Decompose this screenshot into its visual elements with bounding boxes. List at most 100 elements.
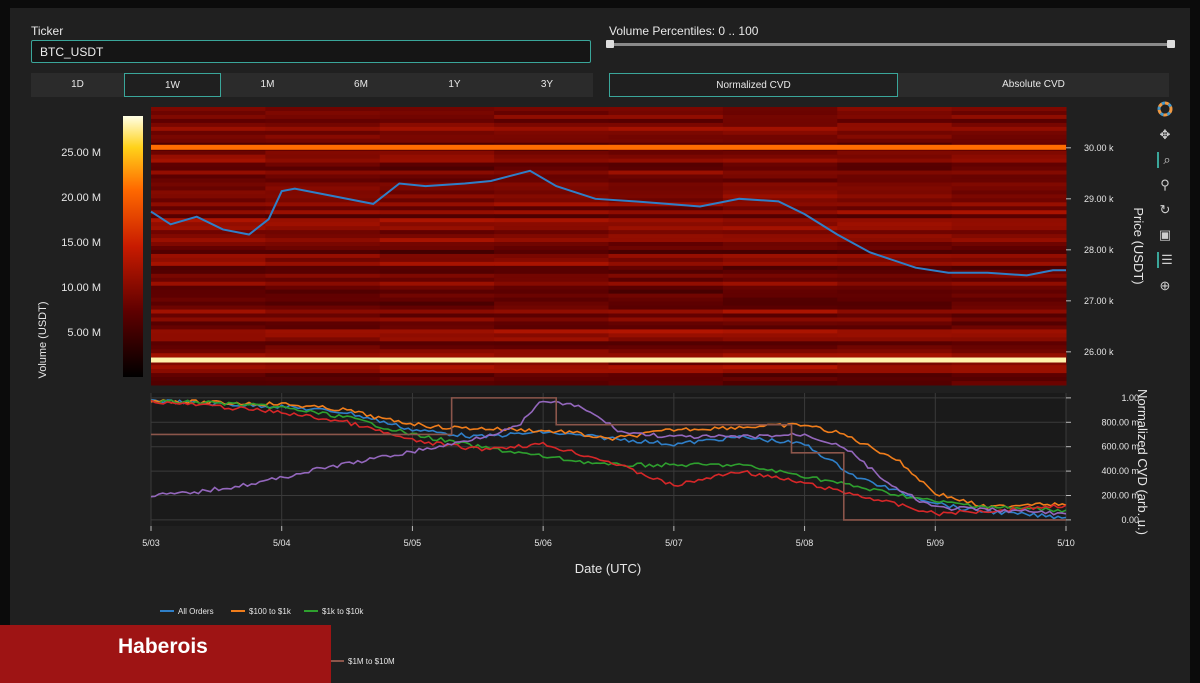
legend-label[interactable]: $1M to $10M (348, 657, 395, 666)
price-line (150, 169, 1066, 277)
heatmap-cell (151, 341, 266, 346)
heatmap-cell (722, 150, 838, 156)
heatmap-cell (722, 158, 838, 164)
heatmap-cell (379, 186, 495, 191)
heatmap-cell (722, 333, 838, 338)
heatmap-cell (151, 353, 266, 358)
heatmap-cell (265, 289, 381, 295)
heatmap-cell (494, 107, 609, 112)
heatmap-cell (494, 194, 609, 199)
heatmap-cell (494, 134, 609, 140)
heatmap-cell (722, 118, 838, 124)
heatmap-cell (951, 309, 1067, 315)
heatmap-cell (837, 206, 953, 211)
heatmap-cell (951, 242, 1067, 247)
volume-percentiles-label: Volume Percentiles: 0 .. 100 (609, 24, 759, 38)
heatmap-cell (379, 222, 495, 227)
logo-icon[interactable] (1157, 101, 1173, 117)
heatmap-cell (722, 122, 838, 128)
heatmap-cell (151, 230, 266, 235)
heatmap-cell (722, 293, 838, 299)
percentile-slider-max-handle[interactable] (1167, 40, 1175, 48)
heatmap-plot (150, 107, 1067, 386)
heatmap-cell (151, 134, 266, 140)
heatmap-cell (722, 230, 838, 235)
heatmap-cell (494, 301, 609, 307)
reset-icon[interactable]: ↻ (1159, 202, 1171, 217)
heatmap-cell (722, 305, 838, 311)
heatmap-cell (379, 273, 495, 279)
heatmap-cell (951, 257, 1067, 263)
heatmap-cell (265, 122, 381, 128)
colorbar-tick-label: 25.00 M (61, 147, 101, 159)
heatmap-cell (722, 190, 838, 195)
legend-label[interactable]: $100 to $1k (249, 607, 292, 616)
heatmap-cell (494, 257, 609, 263)
heatmap-cell (151, 202, 266, 207)
save-icon[interactable]: ▣ (1158, 227, 1172, 242)
hover-icon[interactable]: ☰ (1157, 252, 1175, 268)
ticker-input[interactable]: BTC_USDT (31, 40, 591, 63)
pan-icon[interactable]: ✥ (1159, 127, 1171, 142)
zoom-icon[interactable]: ⌕ (1157, 152, 1175, 168)
percentile-slider-min-handle[interactable] (606, 40, 614, 48)
heatmap-cell (608, 206, 724, 211)
date-tick-label: 5/10 (1057, 538, 1075, 548)
heatmap-cell (722, 341, 838, 346)
timeframe-6m-button[interactable]: 6M (354, 79, 368, 90)
cvd-tick-label: 200.00 m (1101, 490, 1139, 500)
heatmap-cell (151, 313, 266, 318)
heatmap-cell (494, 269, 609, 275)
heatmap-cell (265, 210, 381, 215)
legend-label[interactable]: All Orders (178, 607, 214, 616)
heatmap-cell (151, 154, 266, 160)
heatmap-cell (494, 293, 609, 299)
colorbar-tick-label: 20.00 M (61, 192, 101, 204)
heatmap-cell (265, 234, 381, 239)
heatmap-cell (379, 281, 495, 287)
heatmap-cell (722, 218, 838, 223)
heatmap-cell (379, 214, 495, 219)
heatmap-cell (951, 305, 1067, 311)
legend-label[interactable]: $1k to $10k (322, 607, 364, 616)
heatmap-cell (951, 285, 1067, 291)
heatmap-cell (951, 249, 1067, 255)
heatmap-cell (722, 234, 838, 239)
normalized-cvd-button[interactable]: Normalized CVD (609, 73, 898, 97)
heatmap-cell (837, 269, 953, 275)
absolute-cvd-button[interactable]: Absolute CVD (1002, 79, 1065, 90)
crosshair-icon[interactable]: ⊕ (1159, 278, 1171, 293)
heatmap-cell (265, 361, 381, 366)
heatmap-cell (608, 305, 724, 311)
lasso-zoom-icon[interactable]: ⚲ (1160, 177, 1170, 192)
timeframe-1w-button[interactable]: 1W (124, 73, 221, 97)
timeframe-1y-button[interactable]: 1Y (448, 79, 461, 90)
heatmap-cell (608, 261, 724, 267)
heatmap-cell (951, 218, 1067, 223)
heatmap-cell (951, 253, 1067, 259)
heatmap-cell (951, 206, 1067, 211)
heatmap-cell (608, 226, 724, 231)
heatmap-cell (722, 345, 838, 350)
price-axis: 26.00 k 27.00 k 28.00 k 29.00 k 30.00 k (1066, 143, 1114, 357)
heatmap-cell (494, 178, 609, 183)
heatmap-cell (379, 353, 495, 358)
heatmap-cell (494, 253, 609, 259)
heatmap-cell (494, 190, 609, 195)
heatmap-cell (151, 377, 266, 382)
heatmap-cell (837, 265, 953, 271)
heatmap-cell (608, 329, 724, 334)
heatmap-cell (379, 257, 495, 263)
percentile-slider-track[interactable] (610, 43, 1171, 46)
timeframe-3y-button[interactable]: 3Y (540, 79, 554, 90)
timeframe-1m-button[interactable]: 1M (260, 79, 275, 90)
heatmap-cell (265, 110, 381, 116)
heatmap-cell (379, 313, 495, 318)
heatmap-cell (608, 118, 724, 124)
timeframe-1d-button[interactable]: 1D (71, 79, 84, 90)
heatmap-cell (837, 249, 953, 255)
heatmap-cell (379, 110, 495, 116)
heatmap-cell (722, 369, 838, 374)
heatmap-cell (494, 261, 609, 267)
